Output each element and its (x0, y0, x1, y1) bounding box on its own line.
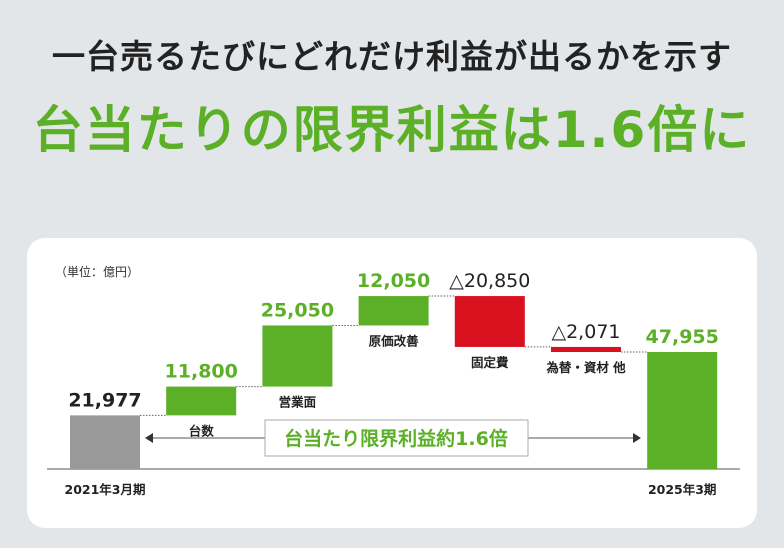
bar-6 (647, 351, 718, 469)
category-label: 2025年3期 (648, 482, 717, 497)
category-label: 台数 (189, 423, 215, 438)
category-label: 為替・資材 他 (545, 360, 626, 375)
value-label: 12,050 (357, 270, 430, 292)
chart-card (27, 238, 757, 528)
unit-label: （単位：億円） (55, 264, 139, 279)
page-title: 台当たりの限界利益は1.6倍に (32, 101, 752, 159)
annotation-text: 台当たり限界利益約1.6倍 (284, 427, 508, 450)
bar-3 (358, 296, 429, 326)
arrow-head-right-icon (633, 433, 641, 443)
annotation-box (264, 419, 529, 457)
bar-0 (70, 415, 140, 469)
bar-5 (551, 346, 621, 352)
category-label: 原価改善 (369, 333, 420, 348)
value-label: 21,977 (68, 389, 141, 411)
value-label: 25,050 (261, 299, 334, 321)
bar-2 (262, 325, 333, 387)
value-label: 11,800 (165, 361, 238, 383)
value-label: 47,955 (646, 326, 719, 348)
bar-1 (166, 386, 237, 416)
category-label: 固定費 (471, 355, 509, 370)
category-label: 営業面 (279, 395, 317, 410)
bar-4 (454, 296, 525, 347)
subtitle: 一台売るたびにどれだけ利益が出るかを示す (52, 37, 732, 76)
value-label: △20,850 (449, 270, 530, 292)
arrow-head-left-icon (145, 433, 153, 443)
annotation: 台当たり限界利益約1.6倍 (145, 419, 641, 457)
value-label: △2,071 (551, 321, 620, 343)
category-label: 2021年3月期 (65, 482, 146, 497)
